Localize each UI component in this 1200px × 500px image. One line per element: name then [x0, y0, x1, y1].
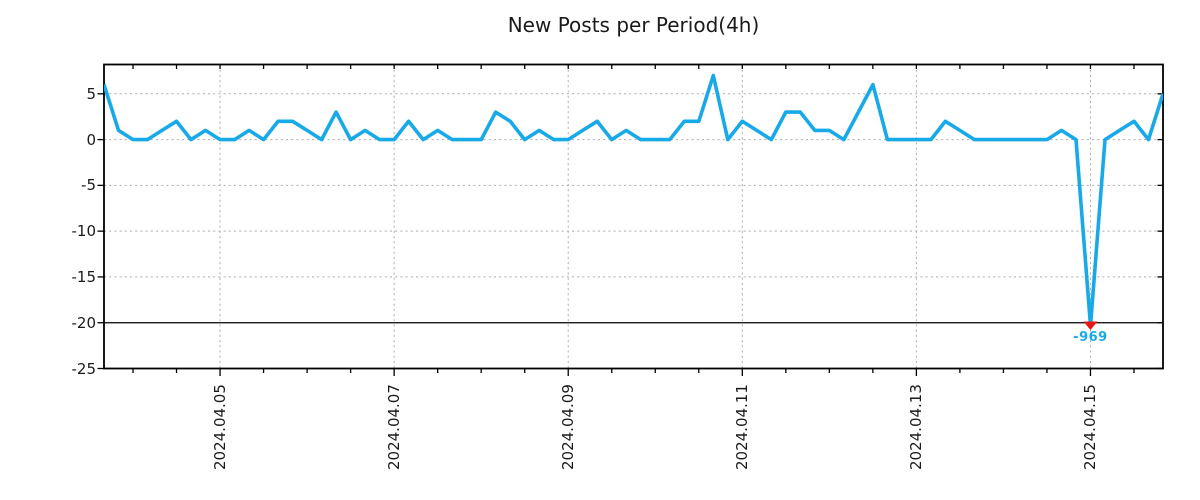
y-tick-label: -15 [71, 267, 97, 286]
y-tick-label: 0 [86, 130, 96, 149]
x-tick-label: 2024.04.11 [733, 384, 752, 470]
plot-border [103, 63, 1164, 370]
triangle-down-icon [1083, 321, 1098, 330]
data-line [104, 73, 1163, 328]
y-tick-label: -25 [71, 359, 97, 378]
y-tick-label: 5 [86, 84, 96, 103]
y-tick-label: -10 [71, 222, 97, 241]
x-tick-label: 2024.04.09 [559, 384, 578, 470]
x-tick-label: 2024.04.07 [385, 384, 404, 470]
x-tick-label: 2024.04.13 [907, 384, 926, 470]
x-tick-label: 2024.04.05 [211, 384, 230, 470]
y-tick-label: -20 [71, 313, 97, 332]
anomaly-value-label: -969 [1073, 330, 1108, 346]
x-tick-label: 2024.04.15 [1081, 384, 1100, 470]
chart-title: New Posts per Period(4h) [507, 13, 760, 37]
y-tick-label: -5 [81, 176, 96, 195]
